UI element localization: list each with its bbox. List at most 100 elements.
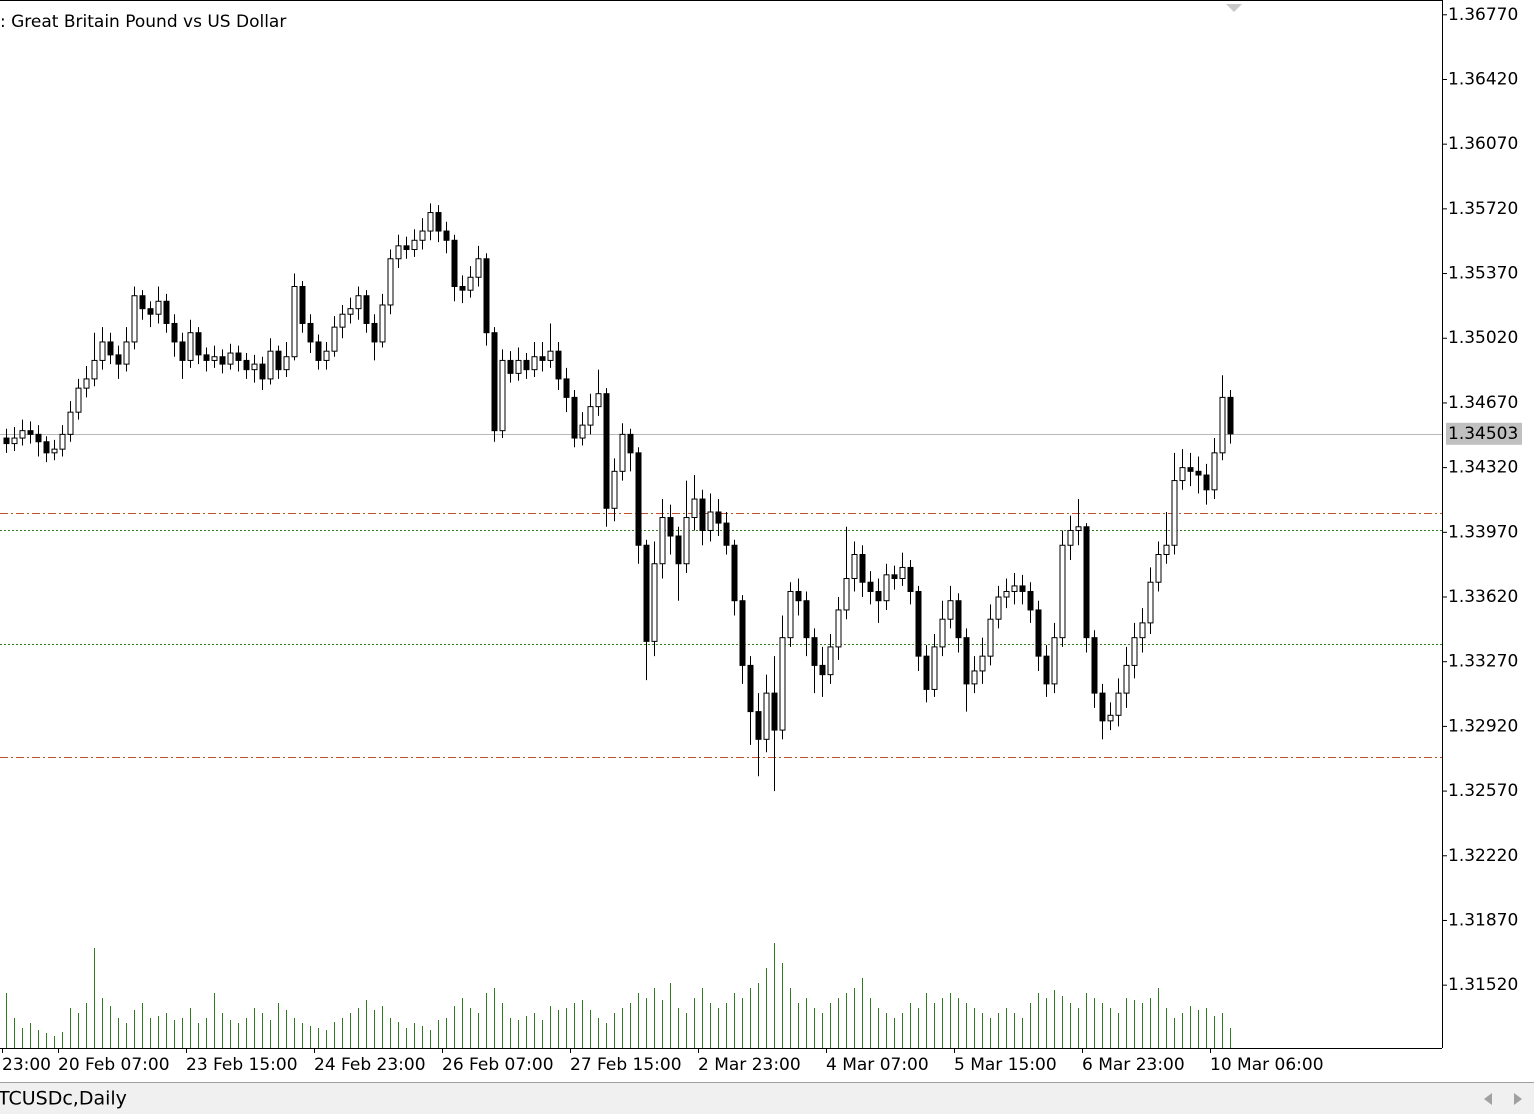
candle-body — [547, 350, 554, 361]
candle-body — [131, 295, 138, 343]
candle-body — [515, 359, 522, 374]
x-tick-label: 6 Mar 23:00 — [1082, 1055, 1185, 1075]
candle-body — [635, 452, 642, 546]
candle-body — [1011, 585, 1018, 592]
candle-body — [1027, 590, 1034, 611]
candle-body — [483, 258, 490, 334]
candle-body — [51, 448, 58, 454]
candle-body — [171, 322, 178, 343]
x-tick-label: 10 Mar 06:00 — [1210, 1055, 1324, 1075]
candle-body — [947, 600, 954, 620]
y-tick-label: 1.36070 — [1448, 134, 1518, 154]
candle-body — [763, 692, 770, 740]
candle-body — [899, 566, 906, 580]
candle-body — [563, 378, 570, 398]
candle-body — [747, 664, 754, 713]
scroll-left[interactable] — [1484, 1093, 1492, 1105]
candle-body — [587, 406, 594, 426]
y-tick-label: 1.36420 — [1448, 69, 1518, 89]
candle-body — [1107, 714, 1114, 722]
candle-body — [163, 300, 170, 324]
candle-body — [1211, 452, 1218, 491]
candle-body — [707, 511, 714, 531]
candle-body — [723, 522, 730, 546]
candle-body — [875, 590, 882, 602]
candle-body — [683, 517, 690, 565]
candle-body — [315, 341, 322, 361]
candle-body — [387, 258, 394, 306]
candle-body — [507, 359, 514, 374]
candle-body — [955, 600, 962, 639]
candle-body — [915, 590, 922, 657]
tab-bar — [0, 1082, 1534, 1114]
candle-body — [419, 230, 426, 241]
candle-body — [235, 352, 242, 361]
candle-body — [979, 655, 986, 672]
candle-body — [611, 470, 618, 509]
candle-body — [307, 322, 314, 343]
candle-body — [491, 332, 498, 432]
candle-body — [227, 352, 234, 365]
candle-body — [243, 359, 250, 371]
candle-body — [203, 354, 210, 361]
chart-tab[interactable]: TCUSDc,Daily — [0, 1088, 127, 1110]
candle-body — [395, 245, 402, 260]
candle-body — [67, 411, 74, 435]
y-tick-label: 1.34670 — [1448, 393, 1518, 413]
candle-body — [883, 574, 890, 602]
y-tick-label: 1.34320 — [1448, 458, 1518, 478]
candle-body — [251, 363, 258, 371]
candle-body — [971, 670, 978, 685]
candle-body — [651, 563, 658, 642]
candle-body — [195, 332, 202, 356]
candle-body — [827, 646, 834, 676]
x-tick-label: 27 Feb 15:00 — [570, 1055, 682, 1075]
candle-body — [867, 581, 874, 592]
candle-body — [923, 655, 930, 690]
y-tick-label: 1.36770 — [1448, 5, 1518, 25]
y-tick-label: 1.31870 — [1448, 910, 1518, 930]
candle-body — [939, 618, 946, 648]
candle-body — [995, 596, 1002, 620]
candle-body — [571, 396, 578, 439]
candle-body — [1035, 609, 1042, 657]
candle-body — [555, 350, 562, 380]
candle-body — [619, 433, 626, 472]
candle-body — [291, 285, 298, 358]
candle-body — [779, 637, 786, 731]
candle-body — [299, 285, 306, 324]
candle-body — [859, 553, 866, 583]
candle-body — [139, 295, 146, 310]
candle-body — [1171, 480, 1178, 546]
candle-body — [531, 356, 538, 371]
candle-body — [91, 359, 98, 380]
candle-body — [851, 553, 858, 580]
candle-body — [179, 341, 186, 361]
candle-body — [83, 378, 90, 389]
scroll-right[interactable] — [1514, 1093, 1522, 1105]
candle-body — [403, 245, 410, 251]
y-tick-label: 1.32220 — [1448, 846, 1518, 866]
candle-body — [107, 341, 114, 356]
candle-body — [1123, 664, 1130, 694]
candle-body — [1067, 529, 1074, 546]
shift-marker[interactable] — [1226, 4, 1242, 12]
candle-body — [187, 332, 194, 361]
candle-body — [963, 637, 970, 685]
candle-body — [499, 359, 506, 432]
candle-body — [771, 692, 778, 731]
candle-body — [907, 566, 914, 592]
candle-body — [115, 354, 122, 365]
candle-body — [643, 544, 650, 642]
candle-body — [1075, 526, 1082, 531]
candle-body — [475, 258, 482, 278]
y-tick-label: 1.35720 — [1448, 199, 1518, 219]
candle-body — [1043, 655, 1050, 685]
candle-body — [379, 304, 386, 343]
candle-body — [787, 590, 794, 639]
candle-body — [123, 341, 130, 365]
candle-body — [1163, 544, 1170, 555]
candle-body — [699, 498, 706, 531]
